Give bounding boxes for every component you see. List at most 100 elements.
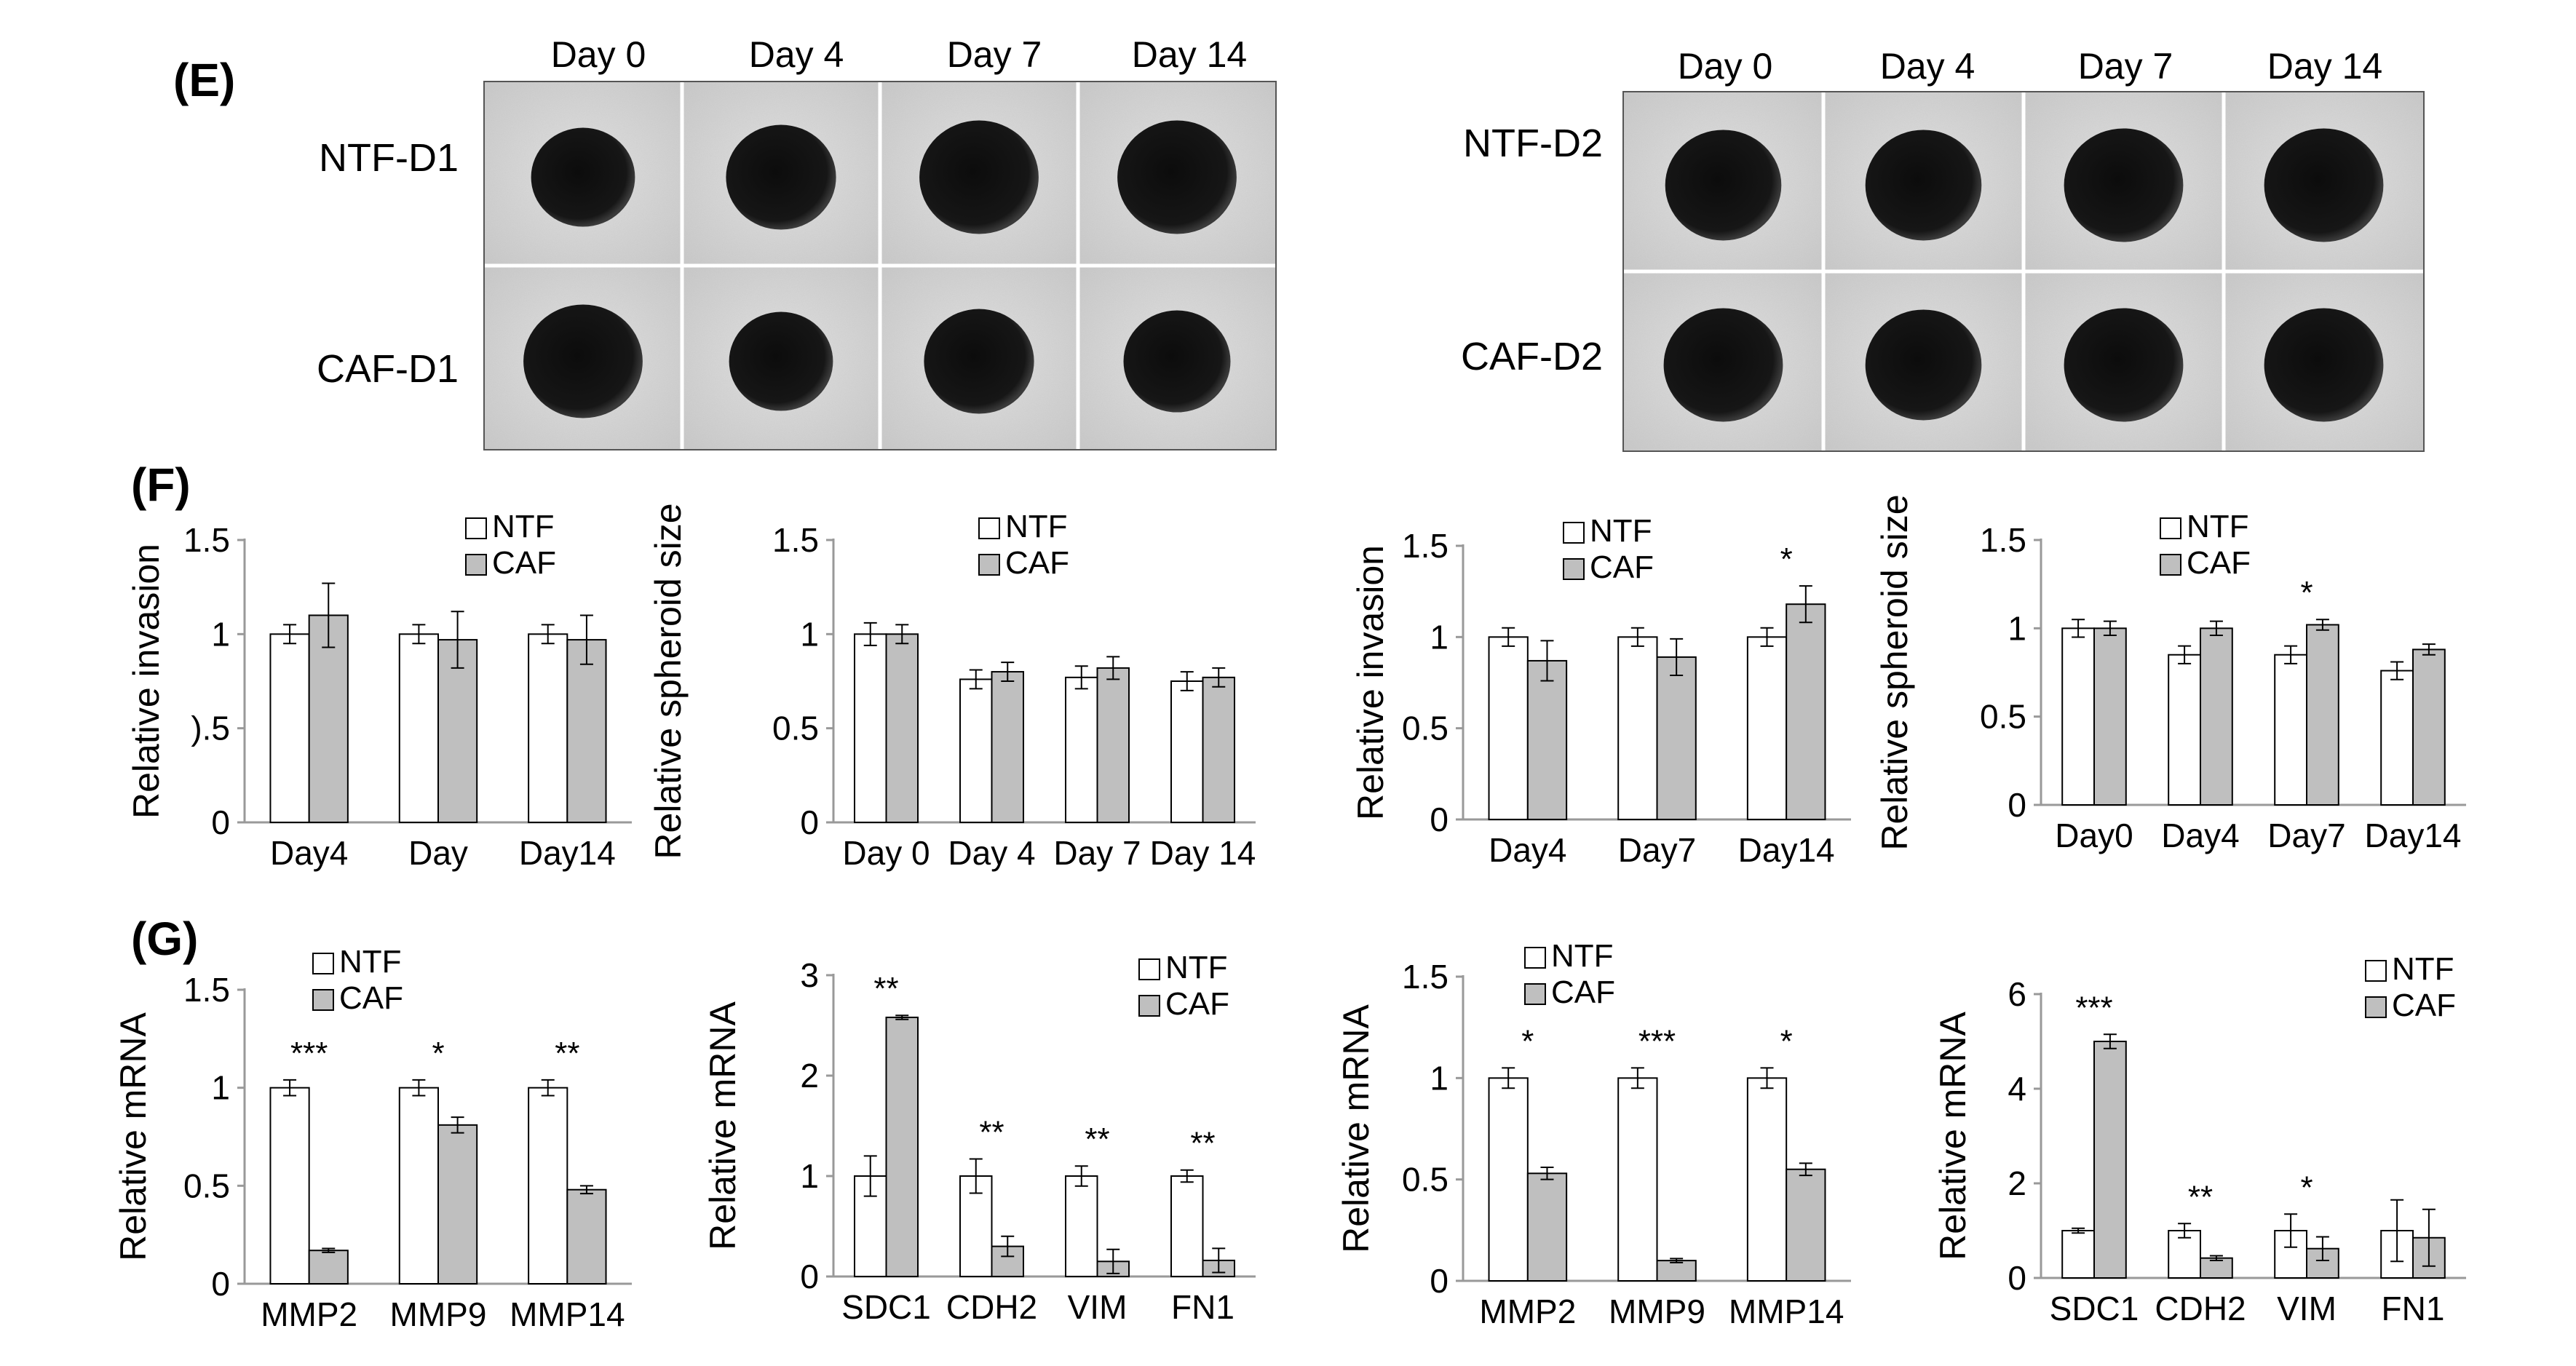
y-tick-label: 0 [211,1265,230,1303]
x-tick-label: Day0 [2055,817,2133,854]
y-tick-label: 3 [800,956,819,994]
y-tick-label: 6 [2008,975,2026,1013]
x-tick-label: MMP2 [261,1295,357,1333]
panel-e-left: Day 0 Day 4 Day 7 Day 14 NTF-D1 CAF-D1 [317,34,1277,450]
spheroid [2264,128,2384,242]
bar-caf [308,1250,349,1285]
y-tick-label: 0 [1430,1262,1448,1300]
x-tick-label: CDH2 [946,1288,1037,1326]
significance-marker: *** [290,1036,328,1071]
day-header: Day 7 [2078,46,2173,87]
x-tick-label: Day7 [2267,817,2345,854]
bar-ntf [398,1087,439,1284]
bar-caf [2093,1041,2127,1279]
spheroid [1663,308,1783,422]
spheroid [726,124,836,230]
legend-label: CAF [1165,986,1229,1022]
bar-ntf [854,633,887,823]
y-tick-label: 1.5 [1402,527,1448,565]
spheroid [2264,308,2384,422]
bar-caf [437,639,478,823]
y-tick-label: 1 [2008,609,2026,647]
y-tick-label: 1.5 [1402,958,1448,996]
legend-swatch [465,554,487,576]
day-header: Day 7 [947,34,1042,75]
legend-swatch [465,517,487,539]
x-tick-label: FN1 [2382,1290,2445,1327]
significance-marker: ** [2188,1179,2213,1215]
x-tick-label: MMP9 [390,1295,487,1333]
bar-ntf [2168,1230,2201,1279]
x-tick-label: Day4 [270,834,348,872]
bar-ntf [2380,670,2414,806]
spheroid [1123,310,1231,413]
significance-marker: *** [2075,990,2112,1025]
row-label: NTF-D1 [319,136,459,180]
y-tick-label: 0.5 [772,710,819,747]
bar-chart: 0 0.5 1 1.5 Relative spheroid size Day0 Day4 * D… [1874,494,2466,854]
legend-swatch [1524,983,1546,1005]
x-tick-label: MMP14 [1729,1292,1844,1330]
bar-caf [437,1124,478,1284]
x-tick-label: Day14 [1738,831,1835,869]
significance-marker: * [1780,1023,1793,1059]
row-label: CAF-D2 [1461,335,1603,378]
x-tick-label: SDC1 [841,1288,931,1326]
bar-caf [1656,1260,1697,1282]
bar-ntf [1488,1077,1529,1282]
bar-caf [566,639,607,823]
panel-label-e: (E) [173,54,235,106]
spheroid [531,127,635,227]
bar-chart: 0).5 1 1.5 Relative invasion Day4 Day Day14 NTF… [126,509,632,872]
x-tick-label: MMP2 [1479,1292,1576,1330]
significance-marker: * [2300,1170,2313,1205]
legend-label: NTF [2187,509,2249,544]
bar-caf [2200,627,2233,806]
spheroid [924,309,1034,414]
legend-label: CAF [1590,549,1654,585]
x-tick-label: MMP14 [510,1295,625,1333]
significance-marker: * [1521,1023,1534,1059]
x-tick-label: Day4 [2161,817,2239,854]
spheroid [1865,130,1982,241]
x-tick-label: Day 0 [842,834,930,872]
legend-label: NTF [492,509,555,544]
day-header: Day 14 [2267,46,2382,87]
grid-border [1622,91,2425,452]
spheroid [1865,309,1982,421]
y-axis-label: Relative spheroid size [1874,494,1915,850]
y-tick-label: 1 [211,615,230,653]
day-header: Day 14 [1132,34,1247,75]
x-tick-label: VIM [1068,1288,1128,1326]
bar-ntf [1170,1175,1204,1277]
bar-chart: 0 0.5 1 1.5 Relative invasion Day4 Day7 * Day14 N… [1350,513,1851,869]
spheroid [2064,128,2184,242]
significance-marker: ** [979,1115,1004,1151]
y-tick-label: 1.5 [1980,521,2026,559]
y-tick-label: 0 [211,803,230,841]
bar-caf [2306,624,2339,806]
bar-charts: 0).5 1 1.5 Relative invasion Day4 Day Day14 NTF… [113,494,2466,1333]
bar-caf [1096,667,1130,823]
bar-caf [1656,656,1697,821]
bar-ntf [269,633,310,823]
day-header: Day 0 [551,34,646,75]
bar-caf [1202,676,1235,823]
x-tick-label: CDH2 [2155,1290,2246,1327]
bar-ntf [1065,676,1098,823]
y-tick-label: 0.5 [1980,698,2026,736]
y-tick-label: 1.5 [183,521,230,559]
bar-ntf [1746,1077,1788,1282]
bar-caf [885,633,919,823]
bar-chart: 0 2 4 6 Relative mRNA *** SDC1 ** CDH2 * VIM FN1 NTF… [1933,951,2466,1327]
bar-ntf [1617,636,1658,820]
legend-label: NTF [1590,513,1652,549]
legend-swatch [1563,558,1585,580]
y-axis-label: Relative invasion [1350,545,1391,820]
bar-ntf [2168,654,2201,806]
x-tick-label: Day4 [1489,831,1566,869]
y-tick-label: 1 [800,615,819,653]
bar-ntf [1746,636,1788,820]
y-axis-label: Relative invasion [126,544,167,819]
